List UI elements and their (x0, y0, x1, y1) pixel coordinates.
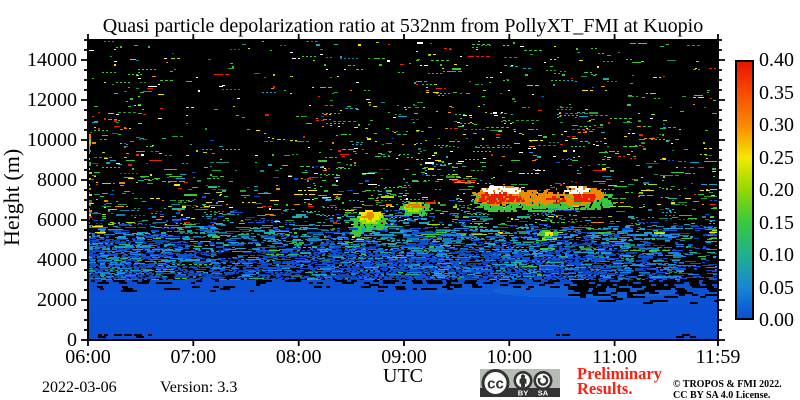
svg-text:cc: cc (487, 376, 504, 393)
svg-text:BY: BY (518, 389, 528, 398)
svg-text:SA: SA (538, 389, 549, 398)
